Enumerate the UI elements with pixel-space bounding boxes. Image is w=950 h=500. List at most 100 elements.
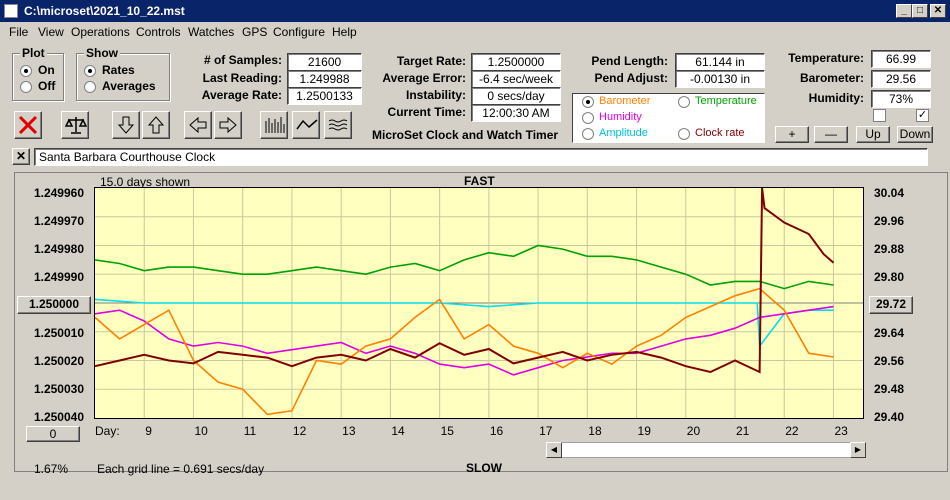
right-checkbox[interactable]: ✓ [916,109,929,122]
menu-help[interactable]: Help [332,25,357,39]
line-view-button[interactable] [292,111,320,139]
arrow-up-icon [147,116,165,134]
plot-off-radio[interactable] [20,81,32,93]
wave-view-button[interactable] [324,111,352,139]
left-tick: 1.249980 [33,242,84,256]
legend-humidity-label: Humidity [599,111,642,123]
day-tick-label: 18 [588,424,602,438]
left-tick: 1.250030 [33,382,84,396]
show-group-title: Show [84,46,120,60]
plot-on-radio[interactable] [20,65,32,77]
target-rate-field[interactable]: 1.2500000 [471,53,561,71]
show-rates-label: Rates [102,63,135,77]
legend-clock-rate-label: Clock rate [695,127,745,139]
title-bar: C:\microset\2021_10_22.mst _ □ ✕ [0,0,950,22]
day-tick-label: 10 [194,424,208,438]
app-icon [4,4,18,18]
stop-button[interactable] [14,111,42,139]
left-checkbox[interactable] [873,109,886,122]
fast-label: FAST [464,174,495,188]
minus-button[interactable]: — [814,126,848,143]
legend-barometer-radio[interactable] [582,96,594,108]
current-time-label: Current Time: [387,105,466,119]
scroll-right-arrow[interactable]: ▶ [850,442,866,458]
menu-controls[interactable]: Controls [136,25,181,39]
arrow-down-button[interactable] [112,111,140,139]
plot-on-label: On [38,63,55,77]
show-rates-radio[interactable] [84,65,96,77]
legend-clock-rate-radio[interactable] [678,128,690,140]
humidity-field: 73% [871,90,931,108]
menu-view[interactable]: View [38,25,64,39]
slow-label: SLOW [466,461,502,475]
legend-box [572,93,765,143]
samples-label: # of Samples: [203,53,282,67]
series-line-temperature [94,244,834,290]
series-line-humidity [94,305,834,376]
day-tick-label: 20 [686,424,701,438]
arrow-up-button[interactable] [142,111,170,139]
balance-button[interactable] [61,111,89,139]
menu-operations[interactable]: Operations [71,25,130,39]
pend-length-label: Pend Length: [591,54,668,68]
right-tick: 29.64 [874,326,905,340]
legend-amplitude-radio[interactable] [582,128,594,140]
day-tick-label: 12 [292,424,307,438]
day-tick-label: 11 [243,424,257,438]
balance-scale-icon [65,117,87,134]
window-title: C:\microset\2021_10_22.mst [24,4,185,18]
show-group [76,53,170,101]
bar-view-button[interactable] [260,111,288,139]
right-tick: 29.56 [874,354,905,368]
arrow-left-button[interactable] [184,111,212,139]
down-button[interactable]: Down [897,126,933,143]
minimize-button[interactable]: _ [896,4,912,18]
center-baro-button[interactable]: 29.72 [869,296,913,314]
legend-temperature-radio[interactable] [678,96,690,108]
show-averages-label: Averages [102,79,156,93]
menu-bar: File View Operations Controls Watches GP… [0,22,950,42]
series-line-clock-rate [94,187,835,374]
clear-watch-button[interactable]: ✕ [12,148,30,165]
menu-configure[interactable]: Configure [273,25,326,39]
day-tick-label: 9 [145,424,152,438]
scroll-left-arrow[interactable]: ◀ [546,442,562,458]
right-tick: 29.96 [874,214,905,228]
arrow-right-button[interactable] [214,111,242,139]
menu-gps[interactable]: GPS [242,25,268,39]
menu-watches[interactable]: Watches [188,25,235,39]
maximize-button[interactable]: □ [912,4,928,18]
left-tick: 1.250040 [33,410,84,424]
menu-file[interactable]: File [9,25,29,39]
watch-name-field[interactable]: Santa Barbara Courthouse Clock [34,148,928,166]
day-tick-label: 22 [785,424,799,438]
show-averages-radio[interactable] [84,81,96,93]
pend-adjust-label: Pend Adjust: [594,71,668,85]
up-button[interactable]: Up [856,126,890,143]
left-tick: 1.250010 [33,326,84,340]
arrow-right-icon [219,116,237,134]
plot-off-label: Off [38,79,56,93]
line-graph-icon [296,119,318,130]
day-tick-label: 13 [342,424,356,438]
average-error-label: Average Error: [382,71,466,85]
plot-group [12,53,64,101]
day-tick-label: 14 [391,424,405,438]
left-tick: 1.249960 [33,186,84,200]
close-button[interactable]: ✕ [930,4,946,18]
legend-barometer-label: Barometer [599,95,651,107]
legend-amplitude-label: Amplitude [599,127,648,139]
samples-field: 21600 [287,53,362,71]
legend-humidity-radio[interactable] [582,112,594,124]
barometer-field: 29.56 [871,70,931,88]
barometer-label: Barometer: [799,71,864,85]
red-x-icon [18,115,38,135]
plus-button[interactable]: + [775,126,809,143]
zero-button[interactable]: 0 [26,426,80,442]
horizontal-scrollbar[interactable] [546,442,866,458]
plot-group-title: Plot [20,46,47,60]
current-time-field: 12:00:30 AM [471,104,561,122]
last-reading-field: 1.249988 [287,70,362,88]
arrow-down-icon [117,116,135,134]
center-rate-button[interactable]: 1.250000 [17,296,91,314]
